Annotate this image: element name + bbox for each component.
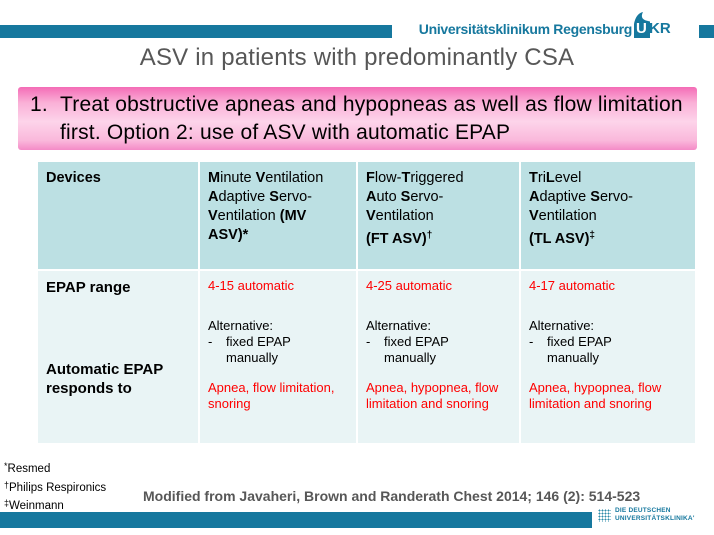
alternative-label: Alternative:	[529, 318, 595, 333]
footnote-weinmann: ‡Weinmann	[4, 498, 64, 512]
responds-to-value: Apnea, hypopnea, flow limitation and sno…	[366, 380, 499, 411]
ukr-logo-icon: U KR	[634, 12, 671, 38]
row-labels-cell: EPAP range Automatic EPAP responds to	[38, 271, 198, 443]
alternative-label: Alternative:	[208, 318, 274, 333]
footnote-mark: ‡	[4, 498, 10, 508]
table-header-devices: Devices	[38, 162, 198, 269]
ft-asv-details-cell: 4-25 automatic Alternative: - fixed EPAP…	[358, 271, 519, 443]
mv-asv-details-cell: 4-15 automatic Alternative: - fixed EPAP…	[200, 271, 356, 443]
responds-to-value: Apnea, hypopnea, flow limitation and sno…	[529, 380, 662, 411]
deutsche-universitaetsklinika-logo: DIE DEUTSCHEN UNIVERSITÄTSKLINIKA'	[598, 507, 695, 523]
citation: Modified from Javaheri, Brown and Rander…	[143, 488, 641, 504]
table-body-row: EPAP range Automatic EPAP responds to 4-…	[38, 271, 695, 443]
table-header-row: Devices Minute Ventilation Adaptive Servo…	[38, 162, 695, 269]
epap-range-label: EPAP range	[46, 279, 131, 296]
alternative-label: Alternative:	[366, 318, 432, 333]
dash-bullet: -	[366, 334, 371, 349]
footnotes: *Resmed †Philips Respironics ‡Weinmann	[4, 459, 106, 515]
dash-bullet: -	[208, 334, 213, 349]
table-header-tl-asv: TriLevel Adaptive Servo- Ventilation (TL AS…	[521, 162, 695, 269]
footnote-mark: †	[4, 479, 10, 490]
alternative-item: - fixed EPAP manually	[208, 334, 291, 365]
alternative-item: - fixed EPAP manually	[366, 334, 449, 365]
header-accent-bar-right	[699, 25, 714, 38]
automatic-epap-label: Automatic EPAP responds to	[46, 361, 163, 397]
key-point-box: 1. Treat obstructive apneas and hypopnea…	[18, 87, 697, 150]
dash-bullet: -	[529, 334, 534, 349]
footer-accent-bar	[0, 512, 592, 528]
table-header-mv-asv: Minute Ventilation Adaptive Servo- Ventila…	[200, 162, 356, 269]
epap-range-value: 4-17 automatic	[529, 278, 615, 293]
tl-asv-details-cell: 4-17 automatic Alternative: - fixed EPAP…	[521, 271, 695, 443]
org-name: Universitätsklinikum Regensburg	[418, 21, 633, 37]
slide-title: ASV in patients with predominantly CSA	[139, 44, 575, 71]
key-point-number: 1.	[30, 93, 48, 116]
epap-range-value: 4-15 automatic	[208, 278, 294, 293]
alternative-item: - fixed EPAP manually	[529, 334, 612, 365]
key-point-text: Treat obstructive apneas and hypopneas a…	[60, 93, 683, 144]
ukr-logo-u: U	[636, 20, 647, 37]
footer-logo-text: DIE DEUTSCHEN UNIVERSITÄTSKLINIKA'	[615, 507, 695, 522]
responds-to-value: Apnea, flow limitation, snoring	[208, 380, 335, 411]
dotted-square-icon	[598, 509, 611, 522]
spacer	[46, 297, 190, 360]
epap-range-value: 4-25 automatic	[366, 278, 452, 293]
ukr-logo: U KR	[634, 12, 692, 43]
footnote-resmed: *Resmed	[4, 461, 51, 475]
header-accent-bar-left	[0, 25, 392, 38]
devices-table: Devices Minute Ventilation Adaptive Servo…	[36, 160, 697, 445]
footnote-mark: *	[4, 461, 8, 471]
table-header-ft-asv: Flow-Triggered Auto Servo- Ventilation (FT …	[358, 162, 519, 269]
footnote-philips: †Philips Respironics	[4, 479, 107, 494]
ukr-logo-kr: KR	[649, 20, 671, 37]
